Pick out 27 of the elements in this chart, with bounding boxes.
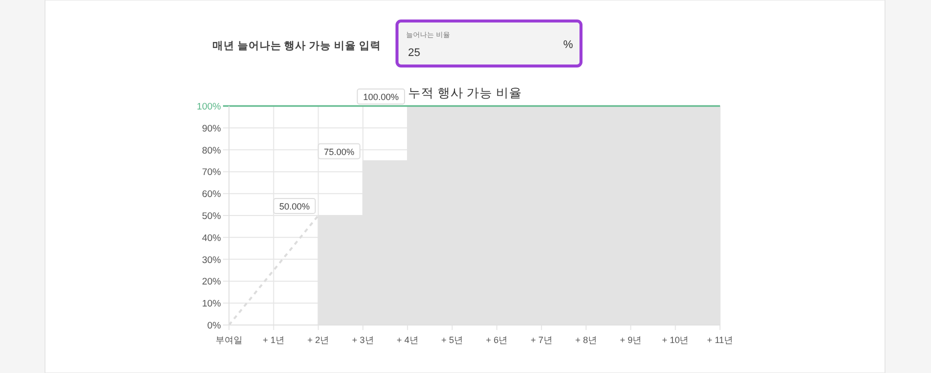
x-tick-label: + 2년 xyxy=(307,335,330,345)
y-tick-label: 30% xyxy=(202,254,222,266)
x-tick-label: + 10년 xyxy=(662,335,689,345)
y-tick-label: 40% xyxy=(202,232,222,244)
x-tick-label: + 8년 xyxy=(575,335,597,345)
y-tick-label: 90% xyxy=(202,123,222,134)
x-tick-label: + 9년 xyxy=(620,335,642,345)
x-tick-label: + 11년 xyxy=(706,335,734,345)
x-tick-label: + 4년 xyxy=(396,335,418,345)
data-label: 75.00% xyxy=(324,146,354,157)
y-tick-label: 100% xyxy=(196,102,222,112)
x-tick-label: + 3년 xyxy=(352,335,374,345)
y-tick-label: 20% xyxy=(202,276,222,288)
y-tick-label: 10% xyxy=(202,298,222,310)
x-tick-label: + 1년 xyxy=(262,335,285,345)
data-label: 50.00% xyxy=(279,202,310,212)
y-tick-label: 50% xyxy=(202,211,222,222)
y-tick-label: 0% xyxy=(207,320,222,332)
y-tick-label: 80% xyxy=(202,145,222,156)
x-tick-label: 부여일 xyxy=(216,335,242,345)
data-label: 100.00% xyxy=(363,92,399,102)
y-tick-label: 70% xyxy=(202,167,222,178)
x-tick-label: + 7년 xyxy=(530,335,552,345)
x-tick-label: + 5년 xyxy=(441,335,464,345)
y-tick-label: 60% xyxy=(202,189,222,200)
x-tick-label: + 6년 xyxy=(486,335,508,345)
chart-title: 누적 행사 가능 비율 xyxy=(408,86,522,100)
